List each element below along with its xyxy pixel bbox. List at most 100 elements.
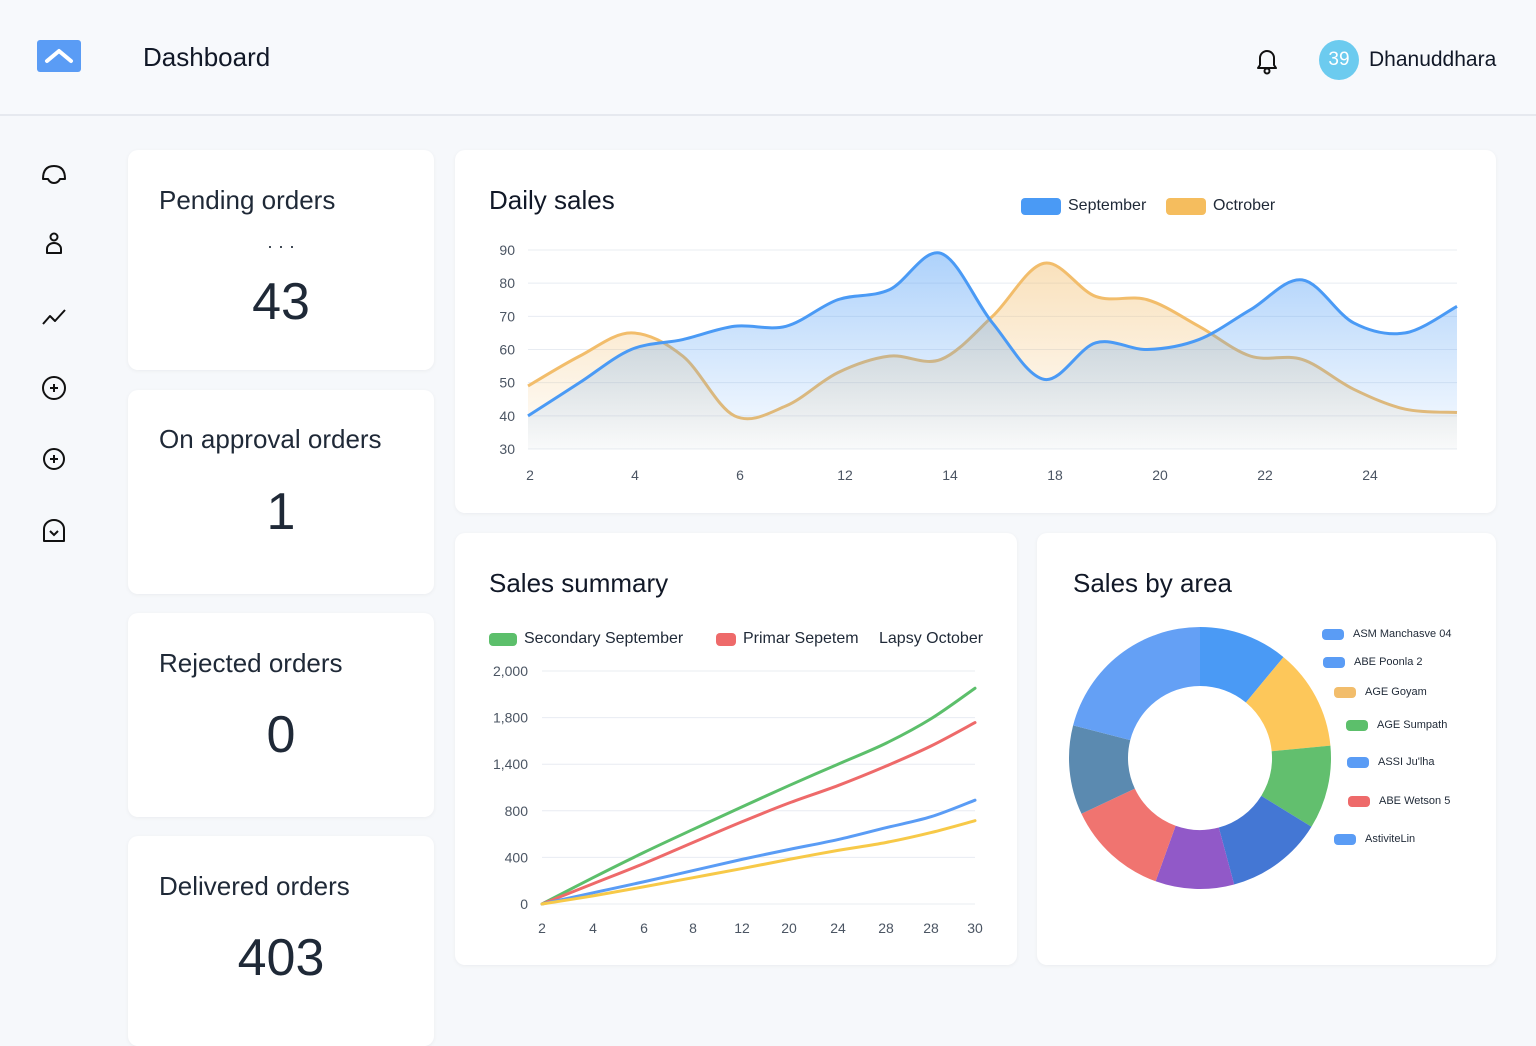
legend-item[interactable]: Lapsy October (879, 630, 983, 648)
x-tick-label: 2 (538, 920, 546, 936)
donut-slice-6 (1069, 725, 1135, 814)
legend-swatch (1334, 686, 1356, 698)
x-tick-label: 24 (1362, 467, 1378, 483)
legend-label: ASM Manchasve 04 (1353, 628, 1452, 640)
donut-slice-5 (1081, 788, 1176, 882)
legend-swatch (1021, 197, 1061, 215)
x-tick-label: 18 (1047, 467, 1063, 483)
legend-item[interactable]: ASSI Ju'lha (1347, 756, 1435, 768)
donut-slice-3 (1218, 795, 1312, 885)
legend-label: Secondary September (524, 630, 684, 647)
legend-swatch (1346, 719, 1368, 731)
series-line-3 (540, 819, 977, 906)
legend-label: ASSI Ju'lha (1378, 756, 1435, 768)
chart-title: Daily sales (489, 185, 615, 215)
legend-swatch (1166, 197, 1206, 215)
legend-label: Lapsy October (879, 630, 984, 647)
chart-title: Sales by area (1073, 568, 1232, 598)
y-tick-label: 1,800 (493, 710, 528, 726)
delivered-orders-card[interactable]: Delivered orders 403 (128, 836, 434, 1046)
donut-slice-2 (1261, 745, 1331, 827)
more-options-icon[interactable]: · · · (267, 236, 295, 256)
add-circle-icon[interactable] (40, 445, 68, 473)
series-line-0 (540, 686, 977, 906)
stat-value: 403 (237, 929, 325, 987)
page-title: Dashboard (143, 42, 271, 72)
y-tick-label: 50 (499, 375, 515, 391)
on-approval-orders-card[interactable]: On approval orders 1 (128, 390, 434, 594)
chart-title: Sales summary (489, 568, 669, 598)
chat-icon[interactable] (40, 160, 68, 188)
rejected-orders-card[interactable]: Rejected orders 0 (128, 613, 434, 817)
y-tick-label: 80 (499, 275, 515, 291)
y-tick-label: 2,000 (493, 663, 528, 679)
stat-label: Delivered orders (159, 871, 350, 901)
x-tick-label: 6 (736, 467, 744, 483)
legend-label: AGE Goyam (1365, 686, 1427, 698)
legend-item[interactable]: ABE Poonla 2 (1323, 656, 1423, 668)
x-tick-label: 2 (526, 467, 534, 483)
y-tick-label: 40 (499, 408, 515, 424)
x-tick-label: 24 (830, 920, 846, 936)
legend-item[interactable]: AstiviteLin (1334, 833, 1415, 845)
inbox-icon[interactable] (40, 517, 68, 545)
series-line-1 (540, 721, 977, 906)
legend-label: Octrober (1213, 197, 1276, 214)
top-header: Dashboard 39 Dhanuddhara (0, 0, 1536, 116)
legend-swatch (716, 632, 736, 646)
legend-swatch (489, 632, 517, 646)
y-tick-label: 90 (499, 242, 515, 258)
y-tick-label: 1,400 (493, 756, 528, 772)
legend-swatch (1322, 628, 1344, 640)
legend-label: ABE Poonla 2 (1354, 656, 1423, 668)
avatar[interactable]: 39 (1319, 40, 1359, 80)
pending-orders-card[interactable]: Pending orders · · · 43 (128, 150, 434, 370)
x-tick-label: 22 (1257, 467, 1273, 483)
legend-swatch (1347, 756, 1369, 768)
x-tick-label: 6 (640, 920, 648, 936)
legend-item[interactable]: ABE Wetson 5 (1348, 795, 1450, 807)
sales-by-area-donut (1069, 627, 1331, 889)
x-tick-label: 20 (781, 920, 797, 936)
legend-item[interactable]: AGE Goyam (1334, 686, 1427, 698)
donut-slice-1 (1245, 657, 1331, 752)
stat-value: 1 (266, 483, 296, 541)
y-tick-label: 60 (499, 342, 515, 358)
sales-by-area-card: Sales by area ASM Manchasve 04 ABE Poonla… (1037, 533, 1496, 965)
app-logo[interactable] (37, 40, 81, 72)
x-tick-label: 12 (837, 467, 853, 483)
legend-item[interactable]: Secondary September (489, 630, 683, 648)
stat-label: Rejected orders (159, 648, 343, 678)
y-tick-label: 0 (520, 896, 528, 912)
series-line-september (527, 251, 1458, 418)
donut-slice-4 (1155, 825, 1235, 889)
user-icon[interactable] (40, 229, 68, 257)
x-tick-label: 4 (589, 920, 597, 936)
bell-icon[interactable] (1250, 44, 1284, 78)
legend-item[interactable]: ASM Manchasve 04 (1322, 628, 1451, 640)
donut-slice-7 (1073, 627, 1200, 741)
legend-item[interactable]: Octrober (1166, 197, 1275, 215)
legend-swatch (1334, 833, 1356, 845)
donut-slice-0 (1200, 627, 1284, 703)
x-tick-label: 20 (1152, 467, 1168, 483)
x-tick-label: 4 (631, 467, 639, 483)
trend-icon[interactable] (40, 302, 68, 330)
stat-value: 43 (252, 273, 310, 331)
y-tick-label: 800 (505, 803, 529, 819)
legend-item[interactable]: Primar Sepetem (716, 630, 859, 648)
legend-item[interactable]: September (1021, 197, 1146, 215)
legend-item[interactable]: AGE Sumpath (1346, 719, 1447, 731)
stat-label: On approval orders (159, 424, 382, 454)
stat-label: Pending orders (159, 185, 336, 215)
add-circle-icon[interactable] (40, 374, 68, 402)
user-name[interactable]: Dhanuddhara (1369, 48, 1497, 71)
legend-label: Primar Sepetem (743, 630, 859, 647)
legend-label: AstiviteLin (1365, 833, 1416, 845)
x-tick-label: 28 (923, 920, 939, 936)
x-tick-label: 12 (734, 920, 750, 936)
legend-swatch (1323, 656, 1345, 668)
legend-swatch (1348, 795, 1370, 807)
x-tick-label: 14 (942, 467, 958, 483)
